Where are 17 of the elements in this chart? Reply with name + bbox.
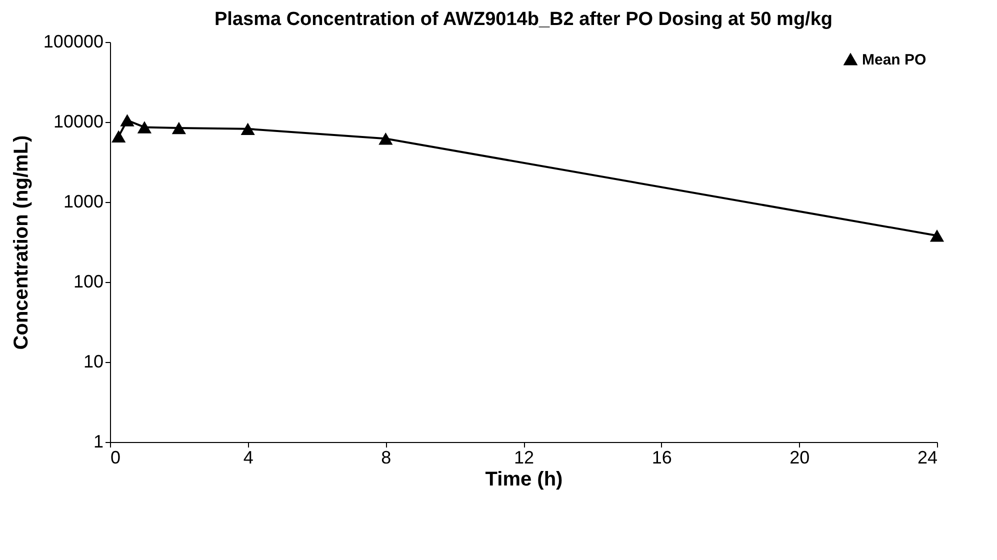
y-tick-label: 100000: [43, 32, 104, 52]
y-tick-label: 1: [93, 432, 104, 452]
x-tick-label: 0: [110, 448, 121, 468]
x-tick-label: 16: [652, 448, 672, 468]
x-axis-title: Time (h): [485, 468, 563, 490]
y-tick-label: 1000: [63, 192, 104, 212]
x-tick-label: 20: [790, 448, 810, 468]
y-tick-label: 10: [83, 352, 104, 372]
x-tick-label: 24: [917, 448, 938, 468]
x-tick-label: 4: [243, 448, 254, 468]
y-axis-title: Concentration (ng/mL): [10, 135, 32, 350]
chart-title: Plasma Concentration of AWZ9014b_B2 after PO Dosing at 50 mg/kg: [214, 9, 833, 30]
y-tick-label: 10000: [53, 112, 104, 132]
legend-label: Mean PO: [862, 52, 927, 68]
y-tick-label: 100: [73, 272, 104, 292]
x-tick-label: 12: [514, 448, 534, 468]
x-tick-label: 8: [381, 448, 392, 468]
